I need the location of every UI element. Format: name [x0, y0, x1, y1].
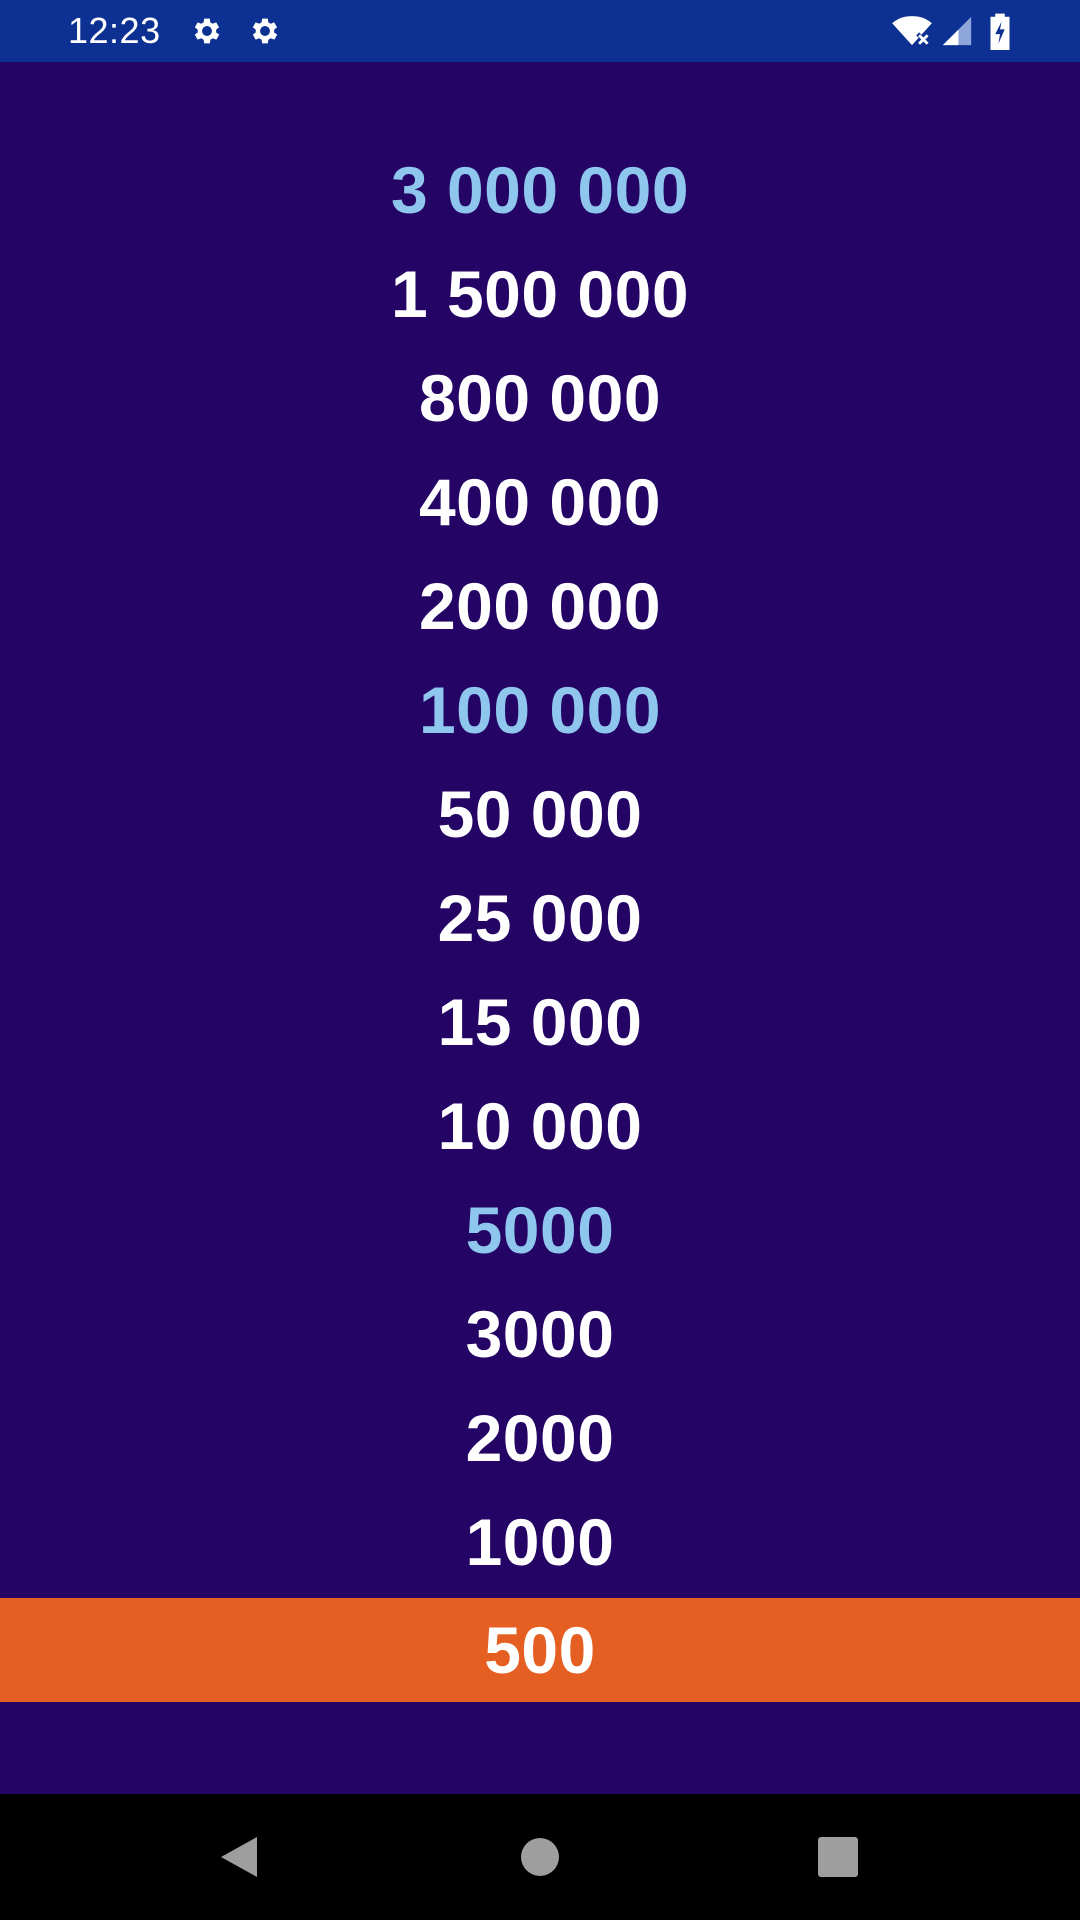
home-button[interactable] [470, 1794, 610, 1920]
prize-level-7: 15 000 [437, 985, 643, 1059]
prize-level-6: 10 000 [437, 1089, 643, 1163]
prize-level-15: 3 000 000 [390, 153, 690, 227]
recents-icon [818, 1837, 858, 1877]
navigation-bar [0, 1794, 1080, 1920]
settings-gear-icon [248, 14, 282, 48]
cell-signal-icon [940, 14, 974, 48]
prize-level-9: 50 000 [437, 777, 643, 851]
prize-level-4: 3000 [465, 1297, 615, 1371]
recents-button[interactable] [768, 1794, 908, 1920]
prize-level-1-current: 500 [0, 1598, 1080, 1702]
prize-level-12: 400 000 [418, 465, 662, 539]
back-icon [221, 1837, 257, 1877]
prize-level-14: 1 500 000 [390, 257, 690, 331]
prize-level-11: 200 000 [418, 569, 662, 643]
prize-level-5: 5000 [465, 1193, 615, 1267]
prize-level-13: 800 000 [418, 361, 662, 435]
prize-level-2: 1000 [465, 1505, 615, 1579]
back-button[interactable] [169, 1794, 309, 1920]
status-time: 12:23 [68, 10, 161, 51]
prize-ladder: 3 000 000 1 500 000 800 000 400 000 200 … [0, 62, 1080, 1794]
status-bar: 12:23 [0, 0, 1080, 62]
battery-charging-icon [988, 12, 1012, 50]
prize-level-8: 25 000 [437, 881, 643, 955]
settings-gear-icon [190, 14, 224, 48]
prize-level-10: 100 000 [418, 673, 662, 747]
wifi-off-icon [890, 14, 934, 48]
home-icon [521, 1838, 559, 1876]
prize-level-3: 2000 [465, 1401, 615, 1475]
